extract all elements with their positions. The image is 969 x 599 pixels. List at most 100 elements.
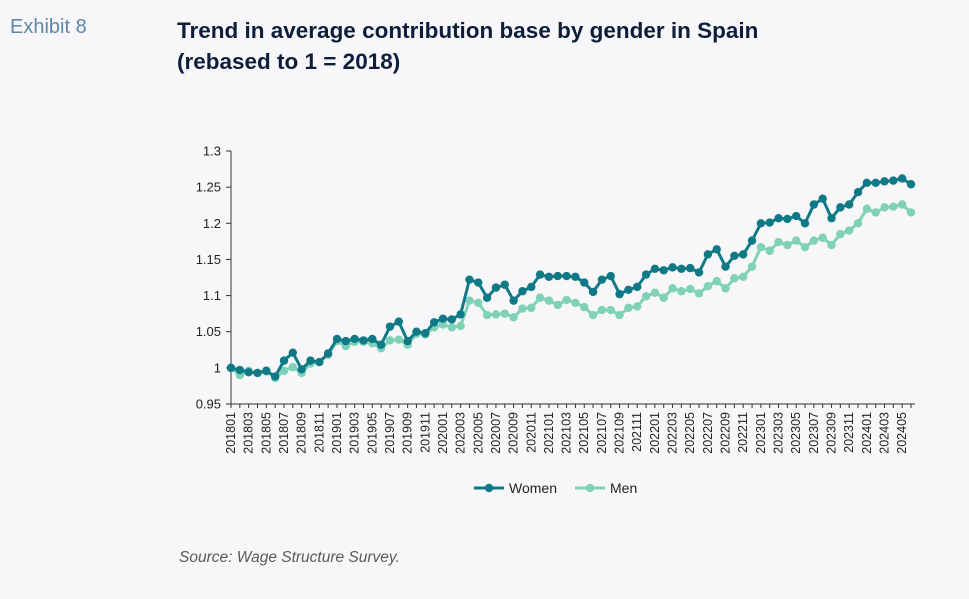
data-point-men [650, 288, 660, 297]
data-point-men [765, 246, 774, 255]
data-point-women [827, 214, 836, 223]
data-point-women [765, 218, 774, 227]
data-point-men [844, 226, 854, 235]
data-point-women [438, 314, 448, 323]
data-point-men [571, 298, 580, 307]
data-point-women [385, 322, 395, 331]
data-point-women [889, 176, 898, 185]
x-tick-label: 202309 [825, 412, 839, 454]
x-tick-label: 202007 [489, 412, 503, 454]
data-point-men [853, 219, 863, 228]
data-point-women [624, 285, 633, 294]
data-point-men [597, 305, 607, 315]
data-point-women [712, 245, 721, 254]
data-point-men [818, 233, 827, 242]
legend-label-men: Men [610, 480, 637, 496]
x-tick-label: 201901 [330, 412, 344, 454]
data-point-men [880, 203, 889, 212]
data-point-men [871, 208, 880, 217]
x-tick-label: 201807 [277, 412, 291, 454]
series-line-women [230, 176, 912, 379]
y-tick-label: 1 [214, 360, 221, 375]
data-point-women [332, 334, 342, 344]
x-tick-label: 202305 [789, 412, 803, 454]
data-point-men [721, 284, 730, 293]
data-point-women [650, 264, 660, 274]
x-tick-label: 202403 [878, 412, 892, 454]
data-point-women [703, 250, 713, 259]
data-point-men [606, 305, 615, 315]
data-point-men [756, 242, 766, 252]
data-point-women [306, 356, 315, 365]
data-point-men [800, 242, 810, 252]
data-point-women [580, 278, 589, 287]
data-point-women [588, 287, 598, 297]
data-point-men [580, 302, 589, 312]
x-tick-label: 202311 [842, 412, 856, 453]
x-tick-label: 202201 [648, 412, 662, 454]
data-point-women [809, 200, 819, 209]
data-point-men [836, 229, 845, 239]
data-point-men [827, 240, 836, 250]
data-point-women [394, 317, 403, 326]
data-point-women [244, 367, 253, 377]
data-point-women [421, 328, 430, 338]
data-point-women [553, 271, 562, 281]
data-point-women [527, 282, 536, 292]
data-point-women [226, 363, 236, 373]
x-tick-label: 202205 [683, 412, 697, 454]
legend-marker-men [585, 483, 595, 493]
x-tick-label: 202101 [542, 412, 556, 454]
data-point-women [500, 280, 509, 289]
data-point-women [800, 219, 810, 228]
x-tick-label: 201805 [259, 412, 273, 454]
data-point-women [323, 349, 333, 358]
data-point-women [279, 356, 289, 365]
data-point-men [288, 362, 298, 372]
data-point-men [791, 236, 801, 245]
x-tick-label: 202207 [701, 412, 715, 454]
data-point-men [712, 276, 721, 286]
data-point-men [897, 200, 907, 209]
data-point-women [686, 263, 695, 273]
x-tick-label: 202107 [595, 412, 609, 454]
x-tick-label: 202301 [754, 412, 768, 454]
data-point-women [659, 266, 668, 275]
data-point-women [721, 262, 730, 271]
data-point-men [747, 262, 757, 271]
data-point-women [297, 365, 306, 374]
data-point-women [853, 188, 863, 197]
data-point-women [756, 219, 766, 228]
data-point-men [686, 284, 695, 294]
data-point-women [341, 336, 351, 346]
data-point-women [668, 263, 677, 272]
data-point-women [615, 289, 624, 299]
data-point-women [509, 296, 518, 305]
y-tick-label: 1.2 [203, 216, 221, 231]
y-tick-label: 0.95 [196, 397, 221, 412]
data-point-women [747, 236, 757, 245]
data-point-women [429, 318, 439, 327]
legend-label-women: Women [509, 480, 557, 496]
data-point-women [235, 365, 245, 375]
data-point-women [694, 268, 704, 277]
data-point-women [844, 200, 854, 209]
x-tick-label: 202103 [560, 412, 574, 454]
data-point-women [880, 177, 889, 186]
y-tick-label: 1.15 [196, 252, 221, 267]
x-tick-label: 202105 [577, 412, 591, 454]
x-tick-label: 202303 [772, 412, 786, 454]
x-tick-label: 201801 [224, 412, 238, 454]
data-point-men [615, 310, 624, 320]
data-point-men [456, 321, 465, 331]
data-point-women [518, 287, 527, 296]
x-tick-label: 202405 [895, 412, 909, 454]
data-point-women [836, 203, 845, 212]
y-tick-label: 1.05 [196, 324, 221, 339]
x-tick-label: 202001 [436, 412, 450, 454]
x-tick-label: 202003 [454, 412, 468, 454]
data-point-women [571, 272, 580, 281]
x-tick-label: 201809 [295, 412, 309, 454]
data-point-women [597, 275, 607, 284]
